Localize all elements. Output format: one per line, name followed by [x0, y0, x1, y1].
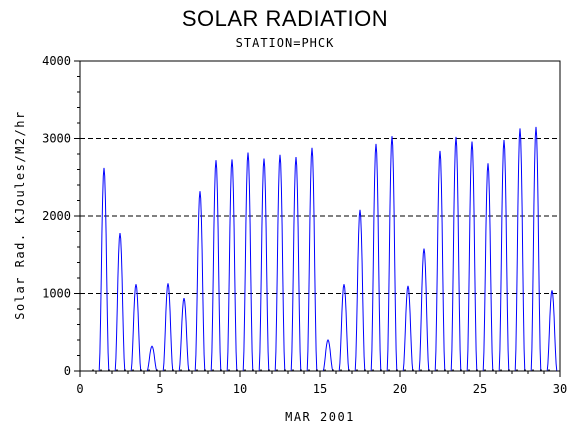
y-tick-label: 3000 — [42, 132, 71, 146]
y-tick-label: 1000 — [42, 287, 71, 301]
x-tick-label: 20 — [393, 382, 407, 396]
y-tick-label: 0 — [64, 364, 71, 378]
y-axis-ticks: 0 1000 2000 3000 4000 — [42, 54, 80, 378]
y-tick-label: 2000 — [42, 209, 71, 223]
x-tick-label: 15 — [313, 382, 327, 396]
x-axis-label: MAR 2001 — [285, 410, 355, 424]
plot-frame — [79, 60, 561, 372]
y-tick-label: 4000 — [42, 54, 71, 68]
x-tick-label: 0 — [76, 382, 83, 396]
series-lines — [80, 126, 560, 372]
chart-subtitle: STATION=PHCK — [235, 36, 335, 50]
x-tick-label: 25 — [473, 382, 487, 396]
x-tick-label: 5 — [156, 382, 163, 396]
x-tick-label: 30 — [553, 382, 567, 396]
chart-title: SOLAR RADIATION — [181, 6, 389, 31]
x-axis-ticks: 0 5 10 15 20 25 30 — [76, 371, 567, 396]
x-tick-label: 10 — [233, 382, 247, 396]
series-line — [80, 126, 560, 372]
y-axis-label: Solar Rad. KJoules/M2/hr — [13, 110, 27, 320]
grid-lines — [80, 60, 560, 294]
